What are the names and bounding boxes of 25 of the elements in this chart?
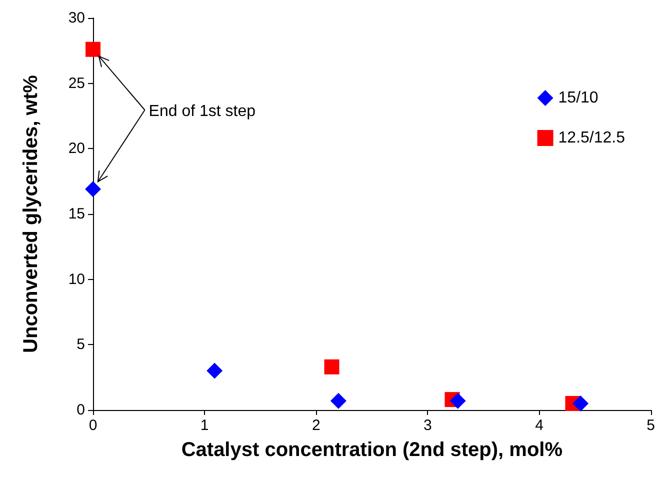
point — [330, 392, 346, 409]
y-tick-label: 30 — [68, 10, 85, 26]
point — [450, 392, 466, 409]
annotation: End of 1st step — [148, 103, 256, 120]
legend-label: 12.5/12.5 — [558, 130, 626, 146]
x-tick-label: 5 — [646, 417, 655, 434]
x-tick-label: 4 — [535, 417, 544, 434]
y-tick-label: 20 — [68, 140, 85, 158]
y-tick-label: 25 — [68, 74, 85, 92]
point — [85, 181, 101, 198]
y-axis-title: Unconverted glycerides, wt% — [20, 74, 42, 353]
y-tick-label: 15 — [68, 206, 85, 222]
point — [206, 362, 223, 379]
x-tick-label: 2 — [312, 417, 320, 434]
y-tick-label: 10 — [68, 270, 85, 288]
x-tick-label: 0 — [88, 417, 98, 434]
point — [572, 395, 589, 412]
legend-label: 15/10 — [558, 90, 598, 106]
point — [86, 42, 100, 57]
point — [324, 359, 340, 374]
y-tick-label: 0 — [76, 402, 85, 418]
x-tick-label: 3 — [424, 417, 432, 434]
y-tick-label: 5 — [76, 336, 85, 354]
x-tick-label: 1 — [200, 417, 209, 434]
x-axis-title: Catalyst concentration (2nd step), mol% — [181, 439, 563, 461]
